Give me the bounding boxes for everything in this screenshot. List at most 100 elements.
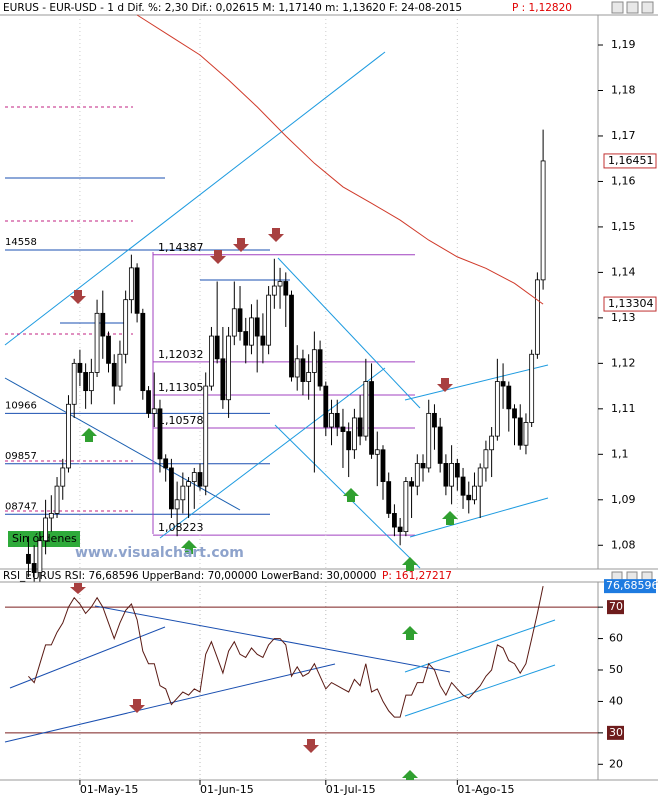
- x-tick-label: 01-Jul-15: [326, 783, 376, 796]
- candle-body: [294, 358, 300, 378]
- candle-body: [357, 417, 363, 437]
- candle-body: [329, 412, 334, 428]
- candle-body: [386, 481, 392, 514]
- x-tick-label: 01-May-15: [80, 783, 138, 796]
- candle-body: [117, 353, 123, 387]
- y-tick-label: 1,09: [611, 493, 636, 506]
- fib-level-label: 1,11305: [158, 381, 204, 394]
- minimize-button[interactable]: [611, 1, 624, 14]
- trend-line: [277, 257, 421, 409]
- candle-body: [449, 463, 455, 487]
- y-tick-label: 1,13: [611, 311, 636, 324]
- candle-body: [128, 267, 134, 301]
- candle-body: [243, 331, 249, 346]
- header-bar: [0, 0, 658, 15]
- buy-arrow: [181, 540, 197, 554]
- x-tick-label: 01-Ago-15: [457, 783, 514, 796]
- candle-body: [489, 435, 495, 451]
- candle-body: [88, 372, 94, 392]
- sell-arrow: [233, 238, 249, 252]
- candle-body: [260, 335, 266, 346]
- candle-body: [306, 372, 312, 382]
- y-tick-label: 1,15: [611, 220, 636, 233]
- y-tick-label: 60: [609, 632, 623, 645]
- candle-body: [351, 417, 357, 451]
- candle-body: [134, 267, 140, 314]
- candle-body: [77, 362, 83, 373]
- candle-body: [249, 317, 254, 346]
- drawing-tools: [4, 51, 556, 743]
- y-tick-label: 50: [609, 663, 623, 676]
- price-tag-label: 1,16451: [608, 154, 654, 167]
- y-tick-label: 1,19: [611, 38, 636, 51]
- buy-arrow: [402, 770, 418, 780]
- candle-body: [334, 412, 340, 428]
- sell-arrow: [129, 699, 145, 713]
- candle-body: [146, 390, 151, 414]
- fib-level-label: 1,08223: [158, 521, 204, 534]
- x-tick-label: 01-Jun-15: [200, 783, 254, 796]
- rsi-price: P: 161,27217: [382, 570, 452, 582]
- candle-body: [432, 412, 437, 428]
- y-tick-label: 1,1: [611, 447, 629, 460]
- candle-body: [483, 449, 489, 469]
- buy-arrow: [402, 626, 418, 640]
- fib-level-label: 1,12032: [158, 348, 204, 361]
- candle-body: [472, 485, 477, 501]
- candle-body: [426, 412, 432, 469]
- candle-body: [226, 335, 231, 401]
- buy-arrow: [402, 557, 418, 571]
- candle-body: [283, 281, 289, 296]
- left-level-label: 10966: [5, 400, 37, 411]
- candle-body: [26, 553, 31, 564]
- trend-line: [4, 377, 241, 511]
- rsi-trend-line: [404, 619, 556, 673]
- close-button[interactable]: [641, 1, 654, 14]
- candle-body: [111, 362, 117, 387]
- band-tag: [607, 600, 624, 615]
- moving-average: [136, 14, 544, 305]
- y-tick-label: 30: [609, 726, 623, 739]
- band-tag: [607, 725, 624, 740]
- rsi-tag-label: 76,68596: [606, 579, 658, 592]
- candle-body: [83, 372, 89, 392]
- candle-body: [454, 463, 460, 478]
- candle-body: [94, 312, 100, 373]
- candle-body: [254, 317, 260, 337]
- candle-body: [266, 294, 272, 346]
- header-title: EURUS - EUR-USD - 1 d Dif. %: 2,30 Dif.:…: [3, 2, 462, 14]
- y-tick-label: 1,16: [611, 174, 636, 187]
- header-price: P : 1,12820: [512, 2, 572, 14]
- signal-arrows: [70, 228, 458, 780]
- candle-body: [443, 463, 449, 487]
- candle-body: [209, 335, 214, 387]
- candle-body: [277, 281, 283, 287]
- candle-body: [512, 408, 517, 419]
- maximize-button[interactable]: [626, 1, 639, 14]
- trend-line: [404, 364, 549, 401]
- y-tick-label: 1,14: [611, 265, 636, 278]
- candle-body: [100, 312, 106, 337]
- fib-level-label: 1,10578: [158, 414, 204, 427]
- sell-arrow: [210, 250, 226, 264]
- candle-body: [271, 285, 277, 296]
- candle-body: [163, 458, 169, 469]
- candle-body: [54, 485, 60, 514]
- sell-arrow: [70, 583, 86, 594]
- y-tick-label: 1,08: [611, 538, 636, 551]
- candle-body: [323, 385, 329, 428]
- candle-body: [403, 481, 409, 533]
- fib-level-label: 1,14387: [158, 241, 204, 254]
- candle-body: [214, 335, 220, 360]
- candle-body: [289, 294, 294, 378]
- trend-line: [409, 497, 549, 538]
- rsi-trend-line: [9, 626, 166, 689]
- candle-body: [500, 381, 506, 387]
- candle-body: [420, 463, 426, 469]
- candle-body: [106, 335, 111, 364]
- sell-arrow: [268, 228, 284, 242]
- candle-body: [60, 467, 66, 487]
- candle-body: [43, 517, 49, 542]
- candle-body: [31, 563, 37, 573]
